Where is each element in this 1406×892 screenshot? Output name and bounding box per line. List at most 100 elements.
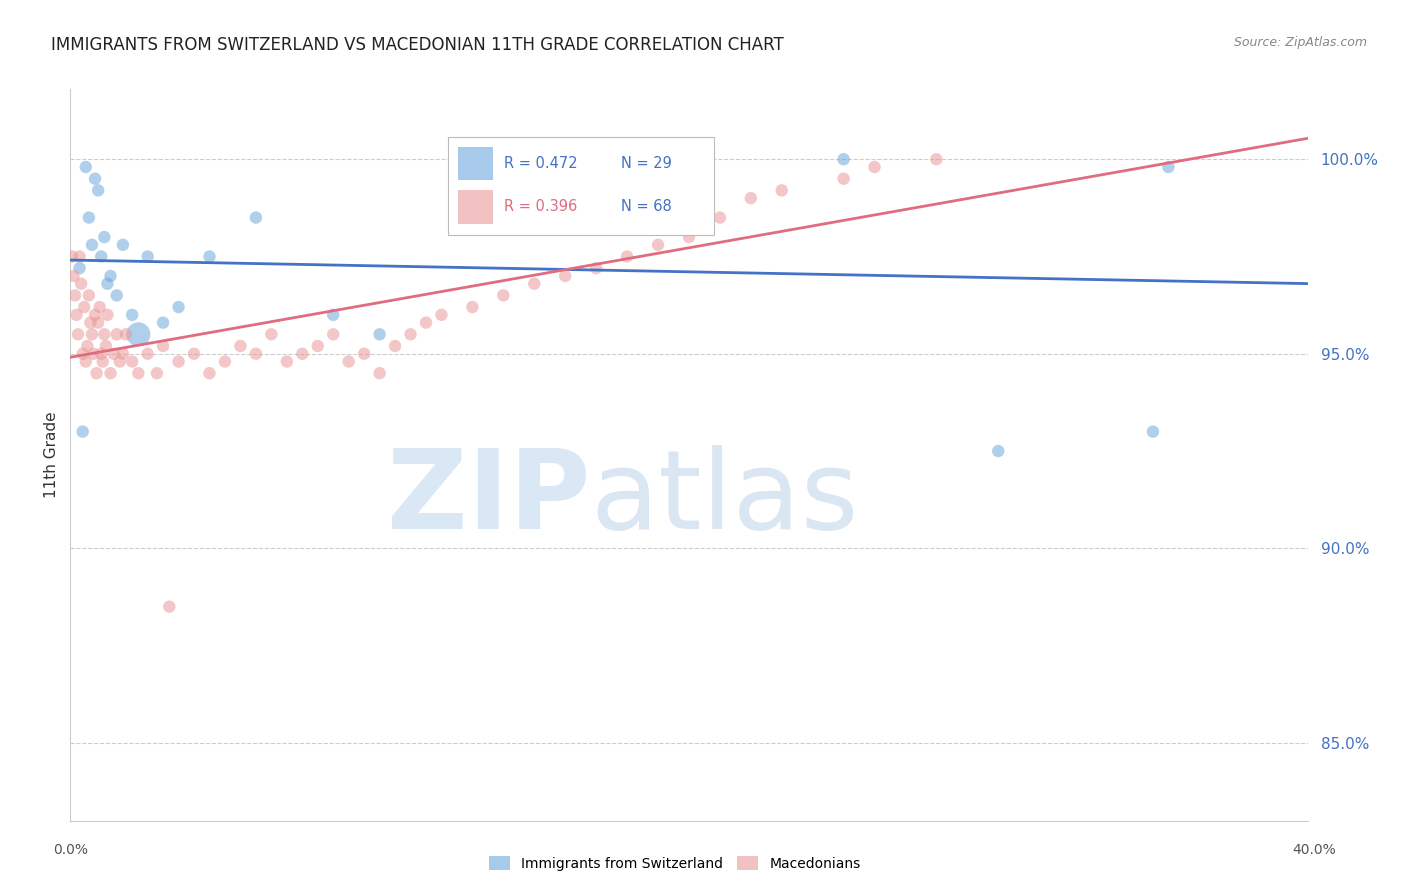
Text: ZIP: ZIP [387,445,591,552]
Point [91,354,114,368]
Point [167,354,190,368]
Point [94,339,117,353]
Point [69,261,91,276]
Point [127,327,149,342]
Point [80,327,103,342]
Point [987,444,1010,458]
Point [740,191,762,205]
Point [492,160,515,174]
Point [70,277,93,291]
Point [121,308,143,322]
Point [84,308,107,322]
Point [307,339,329,353]
Point [384,339,406,353]
Point [75,354,97,368]
Point [115,327,138,342]
Text: Source: ZipAtlas.com: Source: ZipAtlas.com [1233,36,1367,49]
Point [492,288,515,302]
Point [554,268,576,283]
Point [157,599,180,614]
Point [111,237,134,252]
Point [322,327,344,342]
Legend: Immigrants from Switzerland, Macedonians: Immigrants from Switzerland, Macedonians [484,850,866,876]
Point [100,366,122,380]
Point [136,250,159,264]
Point [585,261,607,276]
Point [276,354,298,368]
Point [79,316,101,330]
Point [90,347,112,361]
Point [108,354,131,368]
Point [146,366,169,380]
Point [105,327,128,342]
Point [72,425,94,439]
Point [353,347,375,361]
Text: atlas: atlas [591,445,859,552]
Point [105,288,128,302]
Point [82,347,105,361]
Point [925,153,948,167]
Point [60,250,83,264]
Point [647,237,669,252]
Point [198,250,221,264]
Point [770,183,793,197]
Point [167,300,190,314]
Point [214,354,236,368]
Point [368,366,391,380]
Point [73,300,96,314]
Point [229,339,252,353]
Point [77,211,100,225]
Point [245,211,267,225]
Text: 0.0%: 0.0% [53,843,87,857]
Text: 40.0%: 40.0% [1292,843,1337,857]
Point [76,339,98,353]
Point [77,288,100,302]
Point [65,308,87,322]
Text: IMMIGRANTS FROM SWITZERLAND VS MACEDONIAN 11TH GRADE CORRELATION CHART: IMMIGRANTS FROM SWITZERLAND VS MACEDONIA… [51,36,783,54]
Point [69,250,91,264]
Point [368,327,391,342]
Point [523,183,546,197]
Point [1157,160,1180,174]
Point [90,250,112,264]
Point [523,277,546,291]
Point [67,327,90,342]
Point [84,171,107,186]
Point [87,183,110,197]
Point [86,366,108,380]
Point [75,160,97,174]
Point [399,327,422,342]
Point [709,211,731,225]
Point [616,250,638,264]
Point [87,316,110,330]
Point [461,300,484,314]
Point [80,237,103,252]
Point [678,230,700,244]
Point [291,347,314,361]
Point [245,347,267,361]
Point [1142,425,1164,439]
Point [111,347,134,361]
Point [103,347,125,361]
Point [152,316,174,330]
Point [89,300,111,314]
Point [198,366,221,380]
Point [127,366,149,380]
Point [832,171,855,186]
Point [100,268,122,283]
Point [260,327,283,342]
Point [63,288,86,302]
Point [693,222,716,236]
Point [430,308,453,322]
Point [337,354,360,368]
Point [96,277,118,291]
Point [93,327,115,342]
Point [415,316,437,330]
Point [136,347,159,361]
Point [72,347,94,361]
Point [93,230,115,244]
Point [832,153,855,167]
Point [863,160,886,174]
Point [183,347,205,361]
Point [152,339,174,353]
